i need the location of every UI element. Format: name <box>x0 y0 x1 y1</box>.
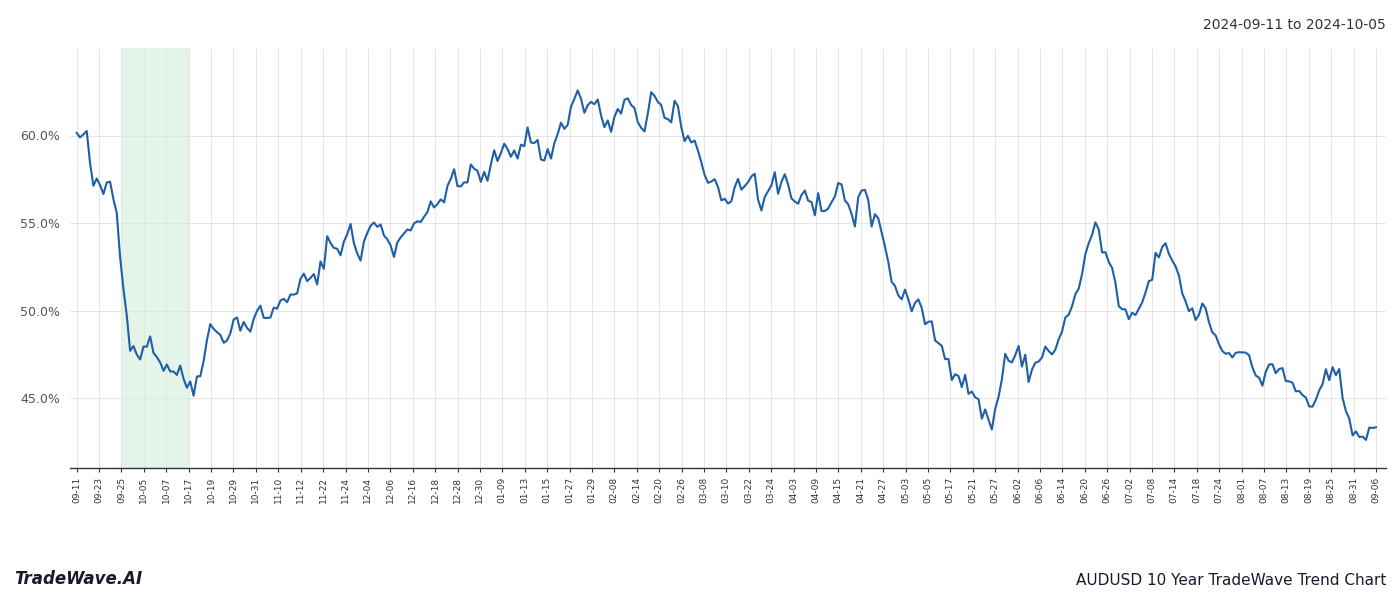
Bar <box>122 48 189 468</box>
Text: 2024-09-11 to 2024-10-05: 2024-09-11 to 2024-10-05 <box>1203 18 1386 32</box>
Text: TradeWave.AI: TradeWave.AI <box>14 570 143 588</box>
Text: AUDUSD 10 Year TradeWave Trend Chart: AUDUSD 10 Year TradeWave Trend Chart <box>1075 573 1386 588</box>
